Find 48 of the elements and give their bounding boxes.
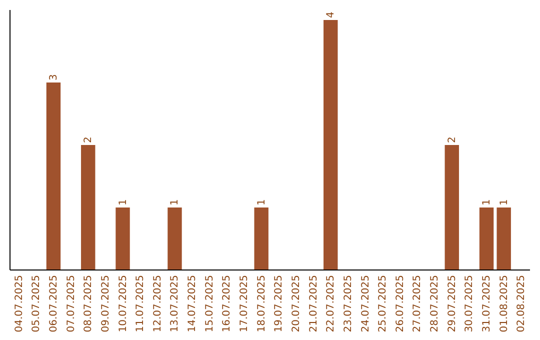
x-tick-label: 24.07.2025 [360, 275, 372, 332]
x-tick-label: 28.07.2025 [430, 275, 441, 332]
x-tick-label: 07.07.2025 [66, 275, 77, 332]
x-tick-label: 09.07.2025 [100, 275, 112, 332]
x-tick-label: 13.07.2025 [170, 275, 181, 332]
x-tick-label: 04.07.2025 [14, 275, 25, 332]
x-tick-label: 14.07.2025 [187, 275, 198, 332]
x-tick-label: 11.07.2025 [135, 275, 146, 332]
x-tick-label: 02.08.2025 [516, 275, 528, 332]
x-tick-label: 26.07.2025 [394, 275, 406, 332]
x-tick-label: 23.07.2025 [342, 275, 354, 332]
x-tick-label: 27.07.2025 [412, 275, 424, 332]
x-tick-label: 08.07.2025 [83, 275, 94, 332]
x-tick-label: 05.07.2025 [31, 275, 42, 332]
x-tick-label: 06.07.2025 [48, 275, 60, 332]
x-tick-label: 10.07.2025 [118, 275, 129, 332]
data-label: 1 [118, 199, 129, 206]
data-label: 1 [482, 199, 493, 206]
x-tick-label: 01.08.2025 [498, 275, 510, 332]
x-tick-label: 18.07.2025 [256, 275, 268, 332]
bar [496, 208, 511, 270]
bar [116, 208, 130, 270]
data-label: 2 [446, 136, 458, 143]
x-tick-label: 20.07.2025 [290, 275, 302, 332]
data-label: 4 [326, 12, 337, 18]
bar [168, 208, 182, 270]
x-tick-label: 30.07.2025 [464, 275, 476, 332]
data-label: 3 [48, 74, 60, 80]
x-tick-label: 15.07.2025 [204, 275, 216, 332]
x-tick-label: 21.07.2025 [308, 275, 320, 332]
bar [254, 208, 268, 270]
data-label: 1 [256, 199, 268, 206]
x-tick-label: 16.07.2025 [222, 275, 233, 332]
x-tick-label: 22.07.2025 [326, 275, 337, 332]
x-tick-label: 12.07.2025 [152, 275, 164, 332]
data-label: 1 [498, 199, 510, 206]
bar [324, 20, 338, 270]
data-label: 2 [83, 136, 94, 143]
bar [46, 82, 61, 270]
x-tick-label: 17.07.2025 [239, 275, 250, 332]
bar [81, 145, 96, 270]
x-tick-label: 25.07.2025 [378, 275, 389, 332]
x-tick-label: 29.07.2025 [446, 275, 458, 332]
bar [444, 145, 459, 270]
bar [479, 208, 494, 270]
x-tick-label: 31.07.2025 [482, 275, 493, 332]
data-label: 1 [170, 199, 181, 206]
x-tick-label: 19.07.2025 [274, 275, 285, 332]
